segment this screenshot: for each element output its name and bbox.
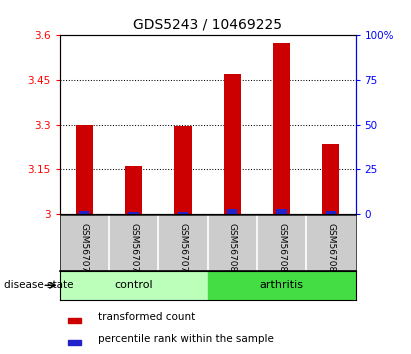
Text: GSM567076: GSM567076	[178, 223, 187, 278]
Bar	[326, 211, 336, 214]
Bar	[178, 212, 188, 214]
Text: GSM567075: GSM567075	[129, 223, 138, 278]
Bar	[322, 144, 339, 214]
Text: GSM567082: GSM567082	[326, 223, 335, 278]
Bar	[125, 166, 142, 214]
Bar	[174, 126, 192, 214]
Bar	[273, 43, 290, 214]
Bar	[60, 271, 208, 300]
Text: disease state: disease state	[4, 280, 74, 290]
Text: GSM567080: GSM567080	[228, 223, 237, 278]
Bar	[76, 125, 93, 214]
Bar	[227, 209, 238, 214]
Bar	[79, 211, 90, 214]
Text: arthritis: arthritis	[259, 280, 304, 290]
Bar	[128, 212, 139, 214]
Bar	[208, 271, 356, 300]
Text: transformed count: transformed count	[98, 312, 195, 322]
Text: control: control	[114, 280, 153, 290]
Text: GSM567081: GSM567081	[277, 223, 286, 278]
Text: percentile rank within the sample: percentile rank within the sample	[98, 334, 274, 344]
Bar	[69, 339, 81, 345]
Bar	[276, 209, 287, 214]
Title: GDS5243 / 10469225: GDS5243 / 10469225	[133, 17, 282, 32]
Text: GSM567074: GSM567074	[80, 223, 89, 278]
Bar	[69, 318, 81, 323]
Bar	[224, 74, 241, 214]
